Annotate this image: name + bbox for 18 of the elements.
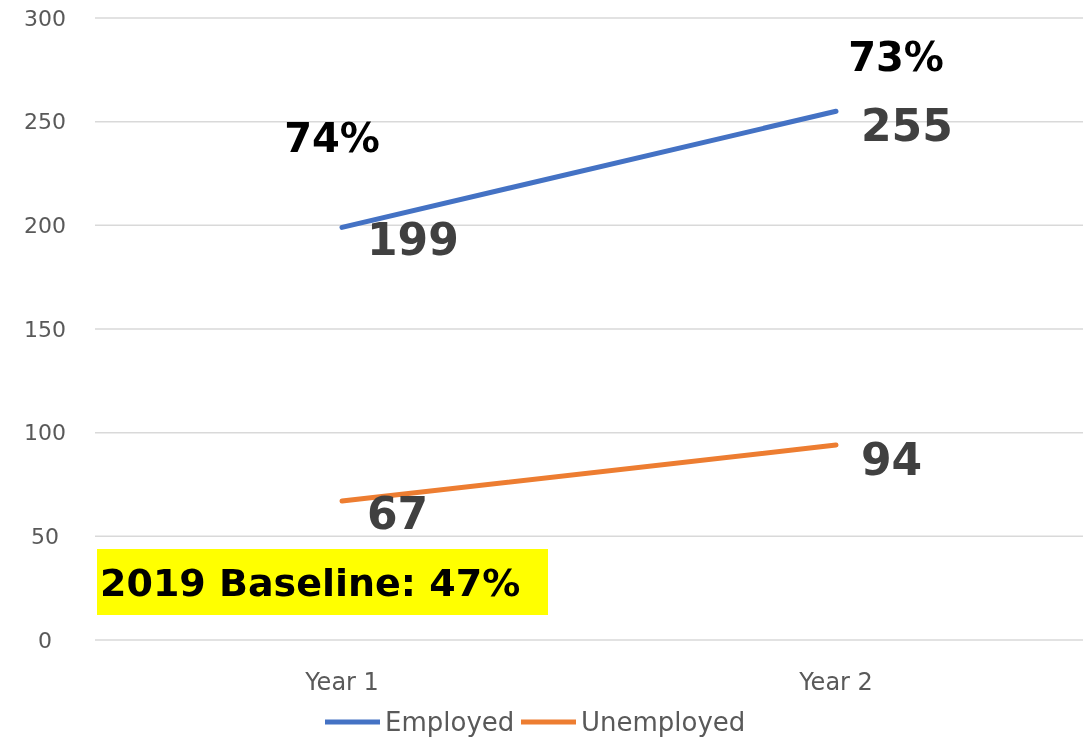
data-label: 67: [367, 488, 429, 540]
annotation: 73%: [848, 34, 944, 81]
x-tick-label: Year 2: [798, 668, 873, 696]
data-label: 94: [861, 434, 923, 486]
legend-label: Employed: [385, 707, 515, 738]
y-tick-label: 200: [24, 213, 66, 239]
y-tick-label: 300: [24, 5, 66, 31]
y-tick-label: 50: [31, 524, 59, 550]
y-tick-label: 100: [24, 420, 66, 446]
x-tick-label: Year 1: [304, 668, 379, 696]
legend-label: Unemployed: [581, 707, 746, 738]
y-tick-label: 0: [38, 627, 52, 653]
annotation: 2019 Baseline: 47%: [100, 561, 521, 605]
data-label: 255: [861, 100, 953, 152]
y-tick-label: 250: [24, 109, 66, 135]
annotation: 74%: [284, 115, 380, 162]
y-tick-label: 150: [24, 316, 66, 342]
data-label: 199: [367, 214, 459, 266]
